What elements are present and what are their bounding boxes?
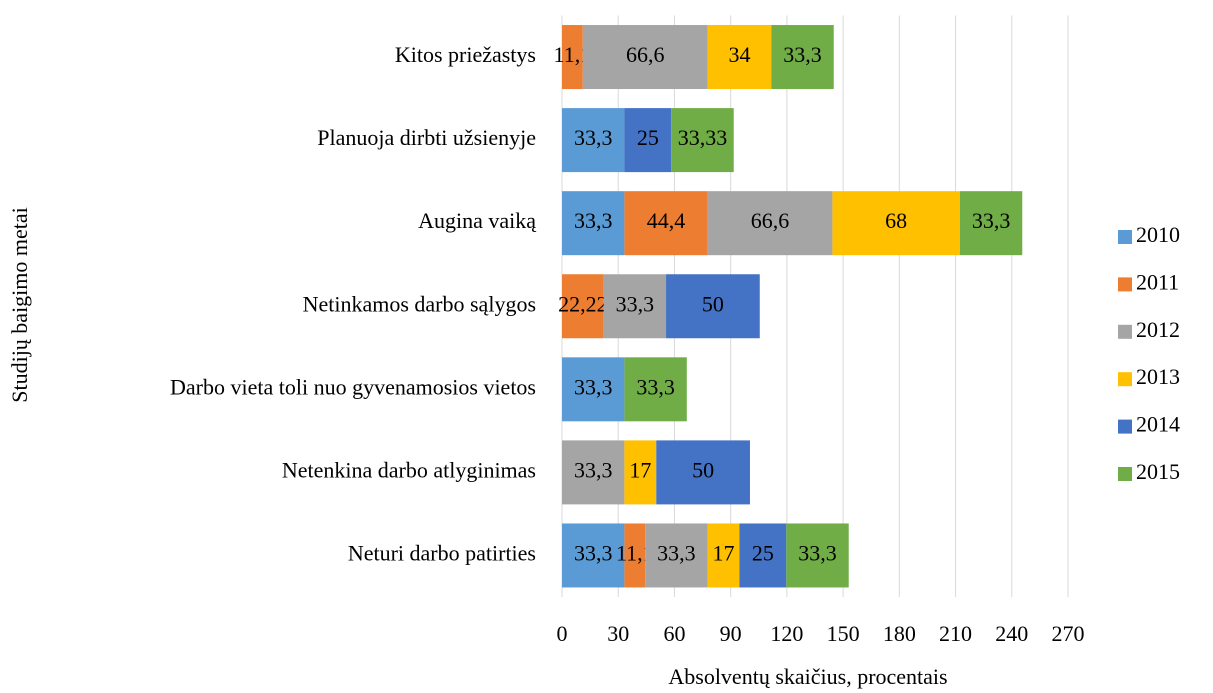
bar-segment <box>582 25 708 90</box>
data-label: 50 <box>702 291 724 316</box>
bar-segment <box>666 274 760 339</box>
x-tick-label: 150 <box>827 621 860 646</box>
bar-segment <box>624 191 708 256</box>
data-label: 33,3 <box>972 208 1011 233</box>
bar-segment <box>739 523 787 588</box>
bar-segment <box>562 25 583 90</box>
x-tick-label: 30 <box>607 621 629 646</box>
data-label: 33,3 <box>783 42 822 67</box>
bar-segment <box>624 523 646 588</box>
data-label: 25 <box>752 541 774 566</box>
y-tick-label: Netenkina darbo atlyginimas <box>282 457 536 482</box>
data-label: 17 <box>629 457 651 482</box>
legend-label: 2011 <box>1136 269 1179 294</box>
bar-segment <box>624 108 672 173</box>
legend-swatch <box>1118 324 1132 339</box>
x-tick-label: 210 <box>939 621 972 646</box>
bar-segment <box>624 357 687 422</box>
legend-swatch <box>1118 230 1132 244</box>
bar-segment <box>707 523 740 588</box>
data-label: 17 <box>713 541 735 566</box>
legend-swatch <box>1118 372 1132 387</box>
legend-label: 2012 <box>1136 317 1180 342</box>
x-tick-label: 0 <box>557 621 568 646</box>
legend-swatch <box>1118 277 1132 292</box>
x-tick-label: 60 <box>663 621 685 646</box>
data-label: 50 <box>692 457 714 482</box>
y-axis-title: Studijų baigimo metai <box>7 207 32 403</box>
legend-label: 2015 <box>1136 459 1180 484</box>
data-label: 33,3 <box>574 541 613 566</box>
x-tick-label: 120 <box>770 621 803 646</box>
data-label: 66,6 <box>626 42 665 67</box>
bar-segment <box>562 357 625 422</box>
bar-segment <box>645 523 708 588</box>
data-label: 33,3 <box>574 125 613 150</box>
data-label: 44,4 <box>647 208 686 233</box>
legend-label: 2014 <box>1136 412 1180 437</box>
bar-segment <box>707 191 833 256</box>
data-label: 33,3 <box>574 374 613 399</box>
data-label: 34 <box>728 42 750 67</box>
y-tick-label: Kitos priežastys <box>395 42 536 67</box>
bar-segment <box>832 191 960 256</box>
data-label: 33,3 <box>574 457 613 482</box>
x-tick-label: 240 <box>995 621 1028 646</box>
x-tick-label: 90 <box>720 621 742 646</box>
x-axis-title: Absolventų skaičius, procentais <box>668 664 947 689</box>
y-tick-label: Darbo vieta toli nuo gyvenamosios vietos <box>170 374 536 399</box>
bar-segment <box>624 440 657 505</box>
data-label: 66,6 <box>751 208 790 233</box>
bar-segment <box>562 191 625 256</box>
data-label: 22,22 <box>558 291 608 316</box>
data-label: 33,3 <box>657 541 696 566</box>
bar-segment <box>959 191 1023 256</box>
y-tick-label: Netinkamos darbo sąlygos <box>303 291 536 316</box>
data-label: 33,3 <box>636 374 675 399</box>
bar-segment <box>671 108 734 173</box>
legend-label: 2010 <box>1136 222 1180 247</box>
legend-swatch <box>1118 419 1132 434</box>
bar-segment <box>562 523 625 588</box>
bar-segment <box>771 25 834 90</box>
data-label: 33,33 <box>678 125 728 150</box>
y-tick-label: Augina vaiką <box>418 208 536 233</box>
bar-segment <box>562 108 625 173</box>
x-tick-label: 270 <box>1052 621 1085 646</box>
data-label: 68 <box>885 208 907 233</box>
y-tick-label: Neturi darbo patirties <box>348 541 536 566</box>
y-tick-label: Planuoja dirbti užsienyje <box>317 125 536 150</box>
bar-segment <box>707 25 772 90</box>
data-label: 33,3 <box>574 208 613 233</box>
bar-segment <box>656 440 750 505</box>
bar-segment <box>603 274 667 339</box>
legend-swatch <box>1118 467 1132 481</box>
x-tick-label: 180 <box>883 621 916 646</box>
data-label: 33,3 <box>616 291 655 316</box>
bar-segment <box>786 523 849 588</box>
bar-segment <box>562 274 604 339</box>
bar-segment <box>562 440 625 505</box>
legend-label: 2013 <box>1136 364 1180 389</box>
data-label: 25 <box>637 125 659 150</box>
data-label: 33,3 <box>798 541 837 566</box>
